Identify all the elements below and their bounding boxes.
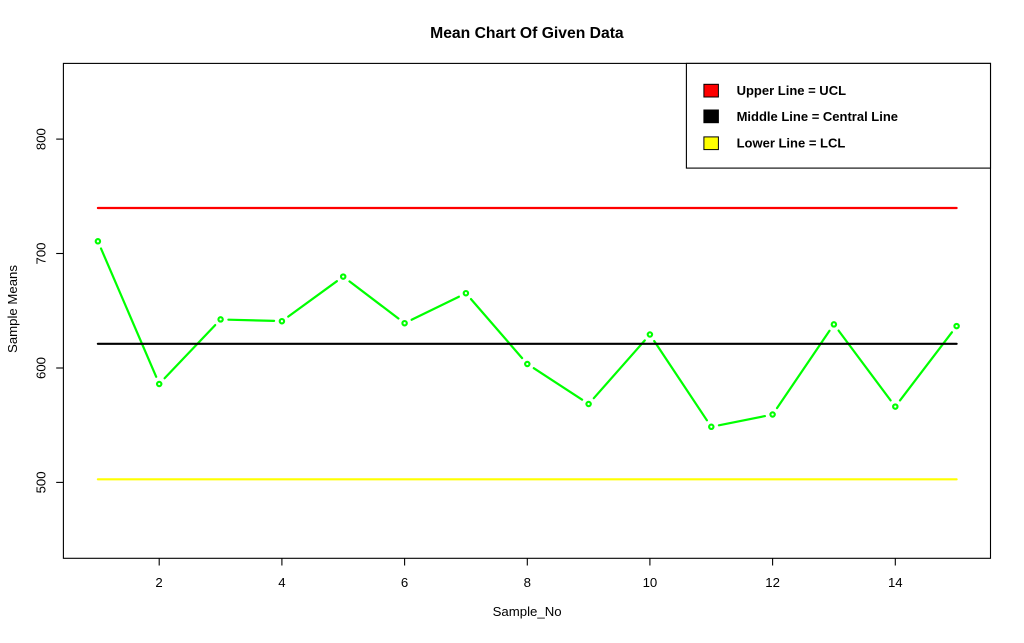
svg-text:14: 14 — [888, 575, 903, 590]
svg-text:6: 6 — [401, 575, 408, 590]
svg-text:Mean Chart Of Given Data: Mean Chart Of Given Data — [430, 25, 624, 42]
svg-text:600: 600 — [34, 357, 49, 379]
svg-text:Sample Means: Sample Means — [5, 265, 20, 353]
svg-text:Sample_No: Sample_No — [493, 604, 562, 619]
svg-text:8: 8 — [524, 575, 531, 590]
svg-text:800: 800 — [34, 128, 49, 150]
svg-text:12: 12 — [765, 575, 780, 590]
svg-text:700: 700 — [34, 242, 49, 264]
svg-text:Upper Line = UCL: Upper Line = UCL — [737, 83, 846, 98]
svg-text:2: 2 — [155, 575, 162, 590]
svg-text:10: 10 — [643, 575, 658, 590]
svg-text:Lower Line = LCL: Lower Line = LCL — [737, 136, 846, 151]
svg-text:500: 500 — [34, 471, 49, 493]
svg-text:4: 4 — [278, 575, 285, 590]
svg-text:Middle Line = Central Line: Middle Line = Central Line — [737, 109, 898, 124]
